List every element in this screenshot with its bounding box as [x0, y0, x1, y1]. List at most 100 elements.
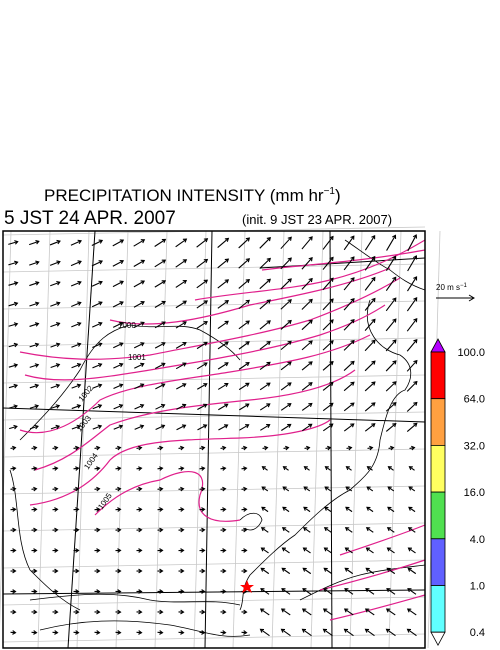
- wind-arrow: [196, 383, 208, 390]
- wind-arrow-shaft: [175, 362, 187, 370]
- wind-arrow: [217, 382, 229, 390]
- isobars: [19, 239, 426, 621]
- wind-arrow: [241, 630, 248, 635]
- wind-arrow: [115, 609, 122, 615]
- wind-arrow-head: [182, 259, 188, 264]
- wind-arrow-head: [329, 361, 334, 366]
- wind-arrow-shaft: [261, 547, 269, 554]
- boundary-line: [2, 407, 426, 423]
- wind-arrow-shaft: [176, 383, 186, 390]
- wind-arrow-head: [117, 445, 122, 451]
- wind-arrow-head: [138, 568, 143, 574]
- wind-arrow: [343, 318, 355, 331]
- wind-arrow: [217, 279, 230, 289]
- wind-arrow: [49, 239, 61, 246]
- wind-arrow: [217, 258, 230, 269]
- wind-arrow: [322, 402, 334, 412]
- wind-arrow-head: [161, 342, 166, 347]
- wind-arrow-shaft: [155, 383, 165, 390]
- wind-arrow-head: [55, 404, 61, 409]
- wind-arrow-shaft: [176, 404, 186, 410]
- wind-arrow: [178, 589, 185, 594]
- wind-arrow-head: [140, 280, 146, 285]
- wind-arrow: [10, 445, 17, 451]
- wind-arrow: [301, 608, 312, 616]
- wind-scale-exponent: −1: [460, 283, 468, 289]
- wind-arrow-head: [98, 239, 104, 244]
- wind-arrow: [157, 445, 164, 451]
- wind-arrow: [385, 608, 396, 616]
- wind-arrow-head: [55, 363, 61, 368]
- wind-arrow: [91, 280, 103, 287]
- wind-arrow: [175, 279, 188, 288]
- wind-arrow-shaft: [261, 527, 269, 533]
- wind-arrow-head: [243, 609, 248, 615]
- wind-arrow-head: [182, 403, 187, 408]
- wind-arrow: [154, 280, 167, 288]
- wind-arrow-head: [350, 235, 355, 240]
- wind-arrow: [178, 445, 185, 451]
- wind-arrow-head: [181, 424, 187, 429]
- wind-arrow-shaft: [280, 299, 292, 310]
- wind-arrow-shaft: [406, 318, 418, 332]
- wind-arrow-shaft: [344, 567, 354, 575]
- wind-arrow-head: [222, 548, 227, 553]
- wind-arrow: [29, 281, 40, 287]
- wind-arrow: [343, 423, 355, 432]
- wind-arrow-head: [161, 238, 167, 243]
- wind-arrow-shaft: [29, 343, 39, 348]
- wind-arrow-head: [33, 466, 38, 471]
- wind-arrow: [115, 486, 122, 492]
- wind-arrow-head: [117, 609, 122, 615]
- wind-arrow: [302, 588, 312, 595]
- wind-arrow: [304, 445, 311, 451]
- wind-arrow: [199, 568, 206, 574]
- wind-arrow-head: [392, 422, 397, 428]
- wind-arrow-head: [222, 568, 227, 574]
- wind-arrow-head: [139, 424, 145, 429]
- wind-arrow-shaft: [407, 608, 417, 616]
- wind-arrow-head: [371, 423, 376, 428]
- wind-arrow: [282, 486, 290, 492]
- wind-arrow-head: [119, 362, 124, 368]
- wind-arrow-shaft: [92, 363, 102, 369]
- wind-arrow-shaft: [196, 279, 208, 289]
- wind-arrow: [365, 527, 374, 533]
- coastline: [29, 593, 241, 606]
- wind-arrow-shaft: [259, 382, 271, 391]
- wind-arrow-shaft: [217, 300, 229, 309]
- wind-arrow-head: [140, 362, 145, 367]
- graticule-line: [2, 448, 426, 458]
- wind-arrow-head: [33, 445, 38, 451]
- wind-arrow: [260, 588, 270, 595]
- wind-arrow-head: [12, 486, 17, 492]
- wind-arrow: [91, 260, 103, 267]
- wind-arrow-shaft: [217, 238, 229, 248]
- wind-arrow-shaft: [133, 301, 145, 308]
- wind-arrow-shaft: [366, 486, 374, 492]
- wind-arrow-head: [56, 239, 61, 245]
- wind-arrow: [71, 383, 82, 389]
- wind-arrow: [364, 234, 376, 251]
- wind-arrow-head: [308, 236, 313, 241]
- wind-arrow-head: [411, 445, 416, 451]
- wind-arrow-shaft: [364, 277, 376, 291]
- wind-arrow: [175, 321, 187, 329]
- wind-arrow-head: [245, 403, 250, 408]
- wind-arrow: [345, 486, 353, 492]
- wind-arrow-head: [245, 424, 250, 429]
- wind-arrow: [92, 321, 103, 328]
- wind-arrow-head: [13, 322, 19, 327]
- wind-arrow: [49, 260, 61, 266]
- wind-arrow: [31, 548, 38, 553]
- wind-arrow: [344, 588, 354, 595]
- wind-arrow-shaft: [345, 547, 353, 554]
- wind-arrow-head: [203, 341, 208, 346]
- wind-arrow: [133, 259, 146, 267]
- wind-arrow: [178, 609, 185, 615]
- wind-arrow-shaft: [322, 382, 334, 391]
- wind-arrow-shaft: [261, 486, 269, 492]
- wind-arrow: [322, 256, 334, 270]
- wind-arrow: [217, 320, 229, 330]
- wind-arrow: [241, 548, 248, 553]
